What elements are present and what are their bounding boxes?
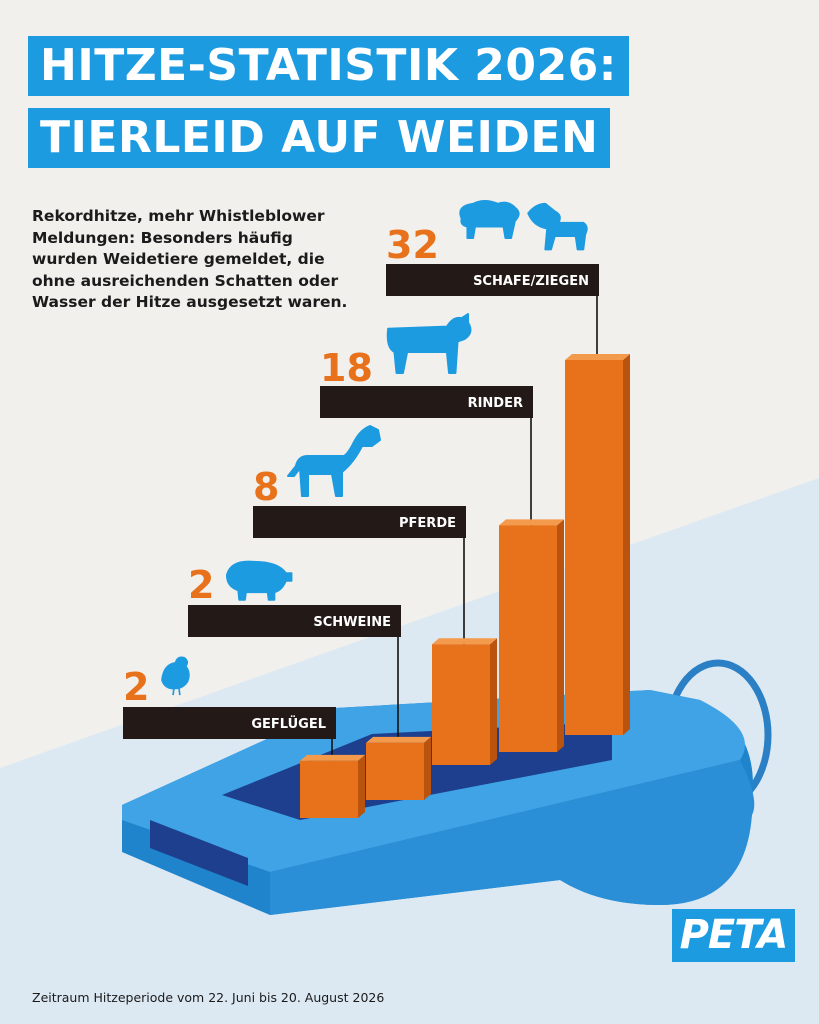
category-label-box [386, 264, 599, 296]
category-label-box [188, 605, 401, 637]
bar [300, 760, 358, 818]
title-line-2: TIERLEID AUF WEIDEN [28, 108, 611, 168]
cow-icon [386, 313, 472, 374]
bar [366, 742, 424, 800]
category-label-box [123, 707, 336, 739]
intro-text: Rekordhitze, mehr Whistleblower Meldunge… [32, 207, 348, 311]
horse-icon [287, 425, 381, 497]
sheep-goat-icon [459, 200, 588, 251]
peta-logo: PETA [672, 909, 795, 962]
value-label: 32 [386, 223, 439, 267]
bar [499, 525, 557, 752]
bar-top [300, 754, 365, 761]
chicken-icon [161, 656, 190, 696]
category-label-box [253, 506, 466, 538]
category-label: PFERDE [399, 516, 456, 531]
bar [565, 360, 623, 735]
bar-top [432, 638, 497, 645]
category-label-box [320, 386, 533, 418]
value-label: 18 [320, 346, 373, 390]
bar-side [490, 638, 497, 765]
bar [432, 644, 490, 765]
footnote: Zeitraum Hitzeperiode vom 22. Juni bis 2… [32, 990, 385, 1005]
value-label: 8 [253, 465, 279, 509]
bar-side [557, 519, 564, 752]
value-label: 2 [188, 563, 214, 607]
bar-top [565, 354, 630, 360]
bar-side [358, 754, 365, 818]
bar-top [366, 736, 431, 743]
category-label: RINDER [468, 396, 523, 411]
bar-top [499, 519, 564, 526]
title-line-1: HITZE-STATISTIK 2026: [28, 36, 629, 96]
bar-side [623, 354, 630, 735]
category-label: SCHWEINE [313, 615, 391, 630]
bar-side [424, 736, 431, 800]
category-label: GEFLÜGEL [251, 716, 326, 732]
pig-icon [225, 560, 293, 601]
value-label: 2 [123, 665, 149, 709]
category-label: SCHAFE/ZIEGEN [473, 274, 589, 289]
